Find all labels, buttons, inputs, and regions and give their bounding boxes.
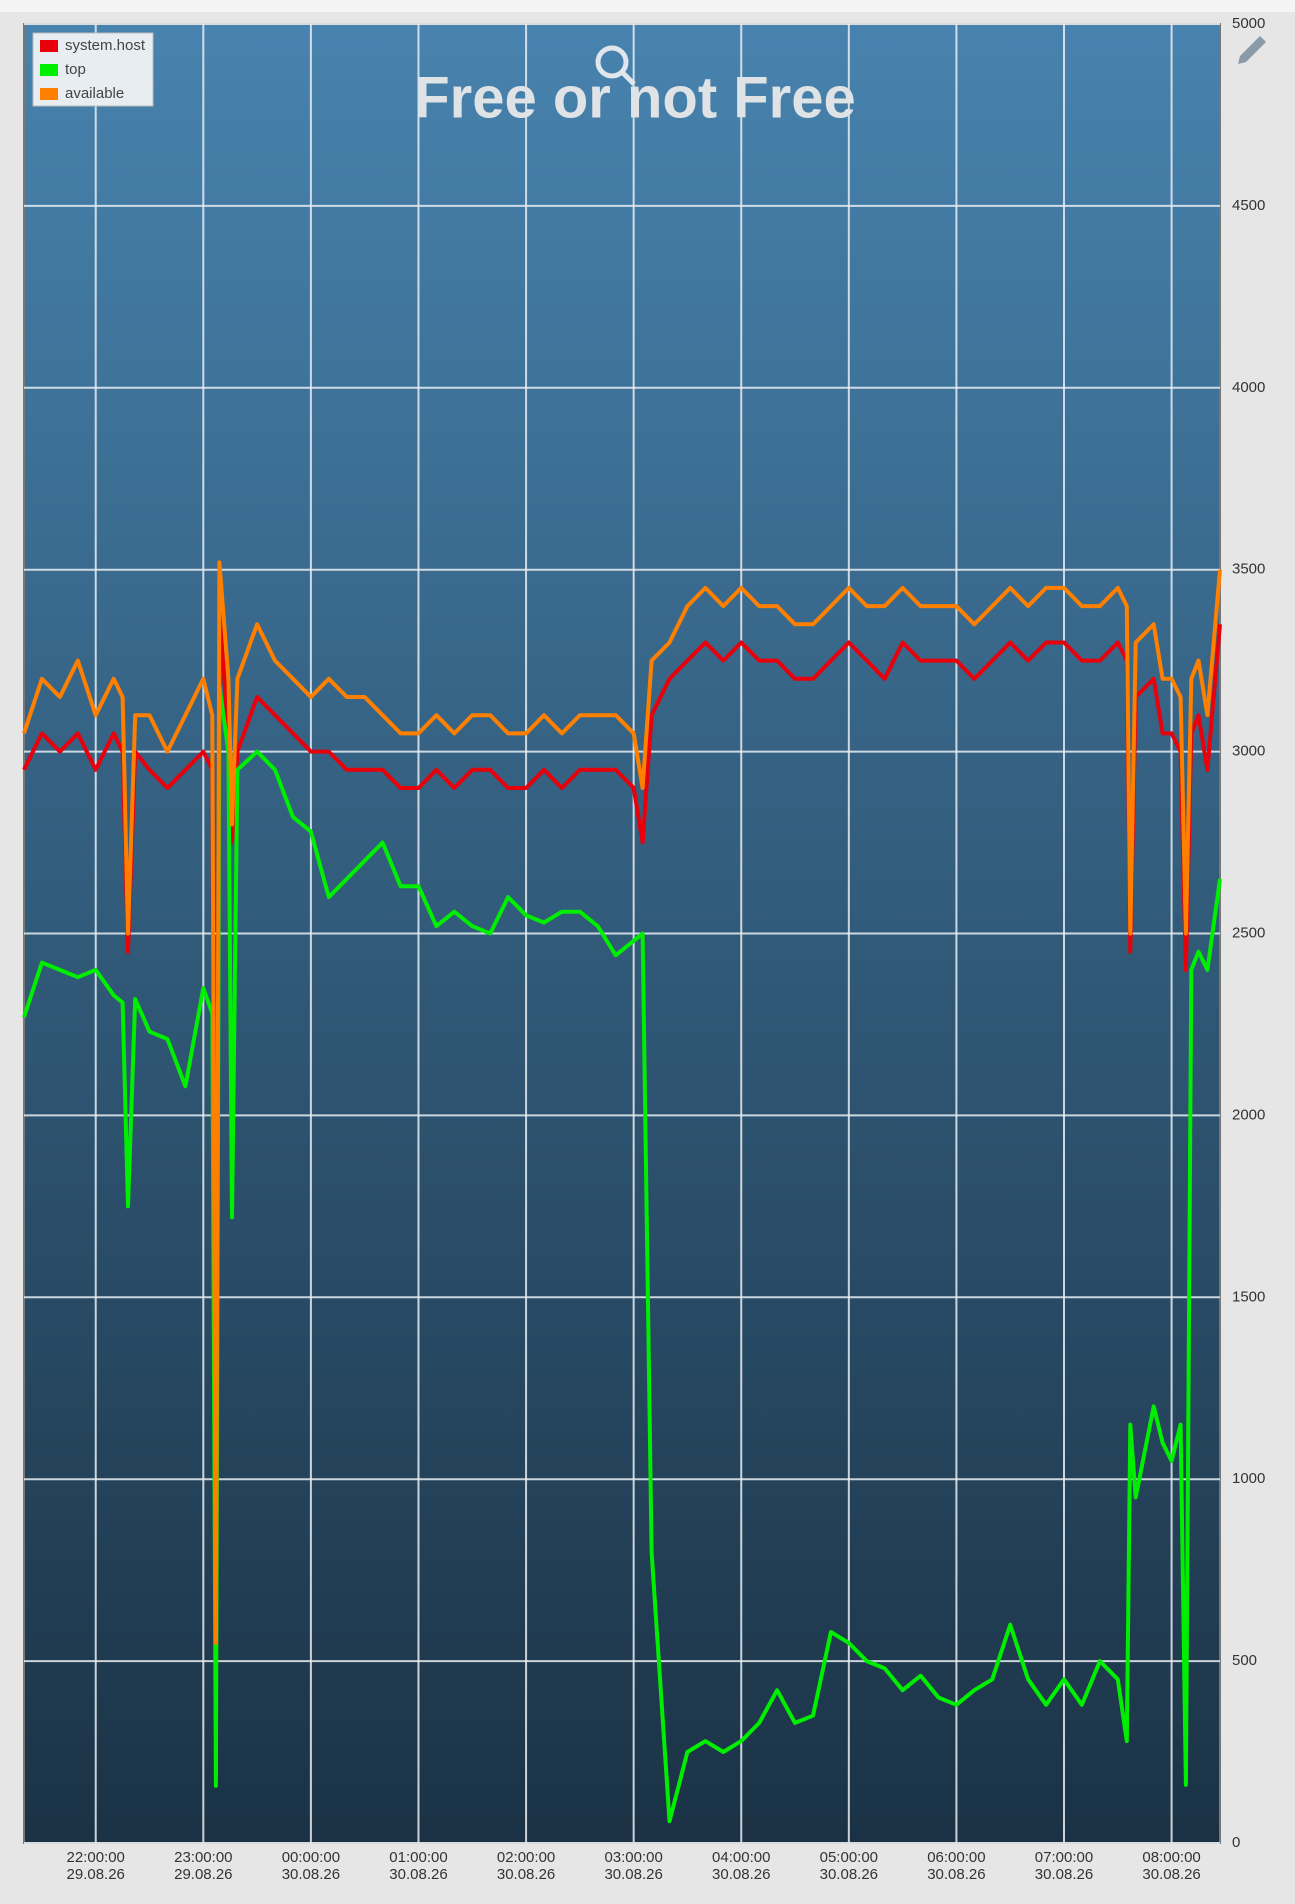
- x-tick-label: 30.08.26: [389, 1866, 447, 1883]
- legend: system.host top available: [32, 32, 154, 107]
- x-tick-label: 07:00:00: [1035, 1849, 1093, 1866]
- x-tick-label: 30.08.26: [1142, 1866, 1200, 1883]
- legend-swatch: [40, 40, 58, 52]
- y-tick-label: 3500: [1232, 561, 1265, 578]
- series-line: [22, 560, 1222, 1645]
- x-tick-label: 01:00:00: [389, 1849, 447, 1866]
- x-tick-label: 30.08.26: [820, 1866, 878, 1883]
- x-tick-label: 08:00:00: [1142, 1849, 1200, 1866]
- legend-label: system.host: [65, 37, 146, 54]
- y-tick-label: 0: [1232, 1834, 1240, 1851]
- x-tick-label: 30.08.26: [1035, 1866, 1093, 1883]
- x-tick-label: 00:00:00: [282, 1849, 340, 1866]
- y-tick-label: 500: [1232, 1652, 1257, 1669]
- x-tick-label: 30.08.26: [282, 1866, 340, 1883]
- y-tick-label: 2000: [1232, 1106, 1265, 1123]
- legend-swatch: [40, 64, 58, 76]
- x-tick-label: 06:00:00: [927, 1849, 985, 1866]
- x-tick-label: 22:00:00: [67, 1849, 125, 1866]
- lines: [22, 560, 1222, 1824]
- legend-label: top: [65, 61, 86, 78]
- y-tick-label: 4500: [1232, 197, 1265, 214]
- zoom-icon[interactable]: [595, 45, 636, 86]
- y-tick-label: 1000: [1232, 1470, 1265, 1487]
- edit-icon[interactable]: [1238, 36, 1266, 64]
- x-tick-label: 23:00:00: [174, 1849, 232, 1866]
- legend-swatch: [40, 88, 58, 100]
- x-tick-label: 29.08.26: [67, 1866, 125, 1883]
- y-tick-label: 4000: [1232, 379, 1265, 396]
- x-tick-label: 30.08.26: [497, 1866, 555, 1883]
- chart-title: Free or not Free: [414, 65, 856, 130]
- legend-label: available: [65, 85, 124, 102]
- y-tick-label: 1500: [1232, 1288, 1265, 1305]
- y-tick-label: 3000: [1232, 743, 1265, 760]
- x-tick-label: 04:00:00: [712, 1849, 770, 1866]
- y-tick-label: 2500: [1232, 924, 1265, 941]
- grid: [24, 23, 1220, 1844]
- x-tick-label: 05:00:00: [820, 1849, 878, 1866]
- y-tick-label: 5000: [1232, 15, 1265, 32]
- x-tick-label: 30.08.26: [927, 1866, 985, 1883]
- top-bar: [0, 0, 1295, 12]
- x-tick-label: 03:00:00: [604, 1849, 662, 1866]
- x-tick-label: 02:00:00: [497, 1849, 555, 1866]
- x-tick-label: 30.08.26: [604, 1866, 662, 1883]
- x-tick-label: 30.08.26: [712, 1866, 770, 1883]
- x-tick-label: 29.08.26: [174, 1866, 232, 1883]
